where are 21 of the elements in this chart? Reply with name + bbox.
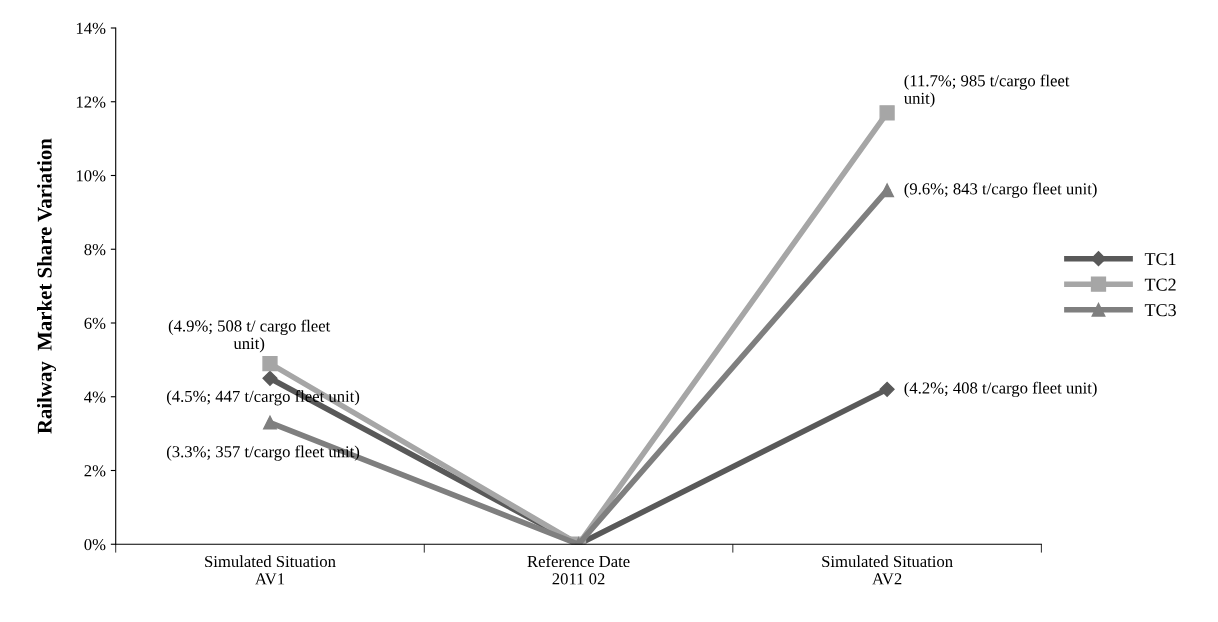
x-tick-label: Simulated Situation AV1 [205,555,336,585]
x-tick-label: Reference Date 2011 02 [527,555,630,585]
legend-label: TC2 [1144,278,1176,291]
y-tick-label: 4% [84,391,106,403]
annotation: (11.7%; 985 t/cargo fleet unit) [904,74,1070,108]
y-tick-label: 10% [76,170,106,182]
y-tick-label: 2% [84,465,106,477]
y-tick-label: 14% [76,22,106,34]
annotation: (9.6%; 843 t/cargo fleet unit) [904,182,1097,198]
annotation: (4.5%; 447 t/cargo fleet unit) [166,390,360,406]
y-tick-label: 12% [76,96,106,108]
x-tick-label: Simulated Situation AV2 [822,555,953,585]
legend-label: TC1 [1144,253,1176,266]
y-tick-label: 8% [84,243,106,256]
annotation: (4.2%; 408 t/cargo fleet unit) [904,381,1097,398]
annotation: (4.9%; 508 t/ cargo fleet unit) [168,319,331,353]
y-axis-title: Railway Market Share Variation [37,138,56,434]
y-tick-label: 6% [84,317,106,329]
legend-label: TC3 [1144,304,1176,317]
annotation: (3.3%; 357 t/cargo fleet unit) [166,445,360,461]
y-tick-label: 0% [84,538,106,551]
